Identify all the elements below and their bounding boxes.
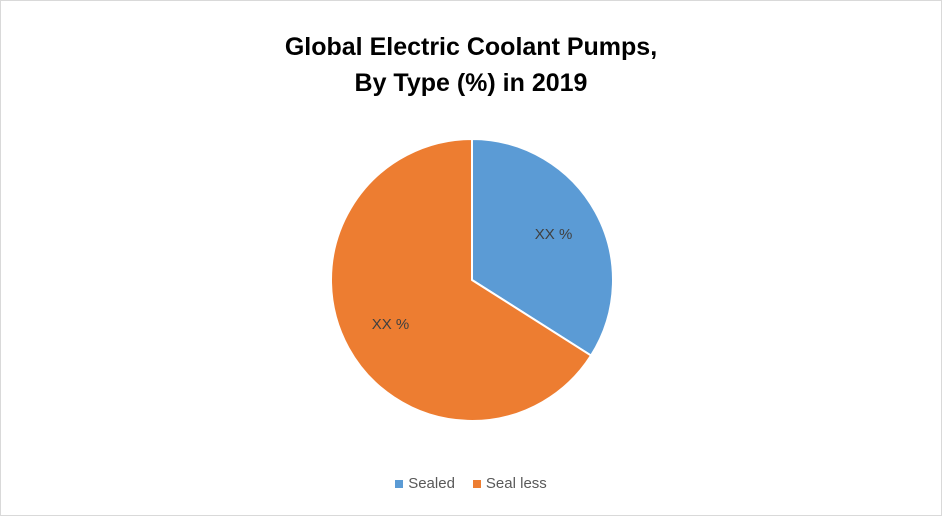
legend-swatch-sealed xyxy=(395,479,404,488)
pie-slice-seal-less xyxy=(330,138,593,422)
data-label-seal-less: XX % xyxy=(372,316,410,333)
legend-entry-seal-less: Seal less xyxy=(472,475,547,492)
chart-title-line-2: By Type (%) in 2019 xyxy=(354,69,588,97)
legend-label-seal-less: Seal less xyxy=(485,475,547,492)
legend: Sealed Seal less xyxy=(1,475,941,492)
legend-label-sealed: Sealed xyxy=(408,475,455,492)
data-label-sealed: XX % xyxy=(535,226,573,243)
chart-title: Global Electric Coolant Pumps, By Type (… xyxy=(1,29,941,101)
legend-swatch-seal-less xyxy=(472,479,481,488)
legend-entry-sealed: Sealed xyxy=(395,475,455,492)
chart-title-line-1: Global Electric Coolant Pumps, xyxy=(284,33,658,61)
